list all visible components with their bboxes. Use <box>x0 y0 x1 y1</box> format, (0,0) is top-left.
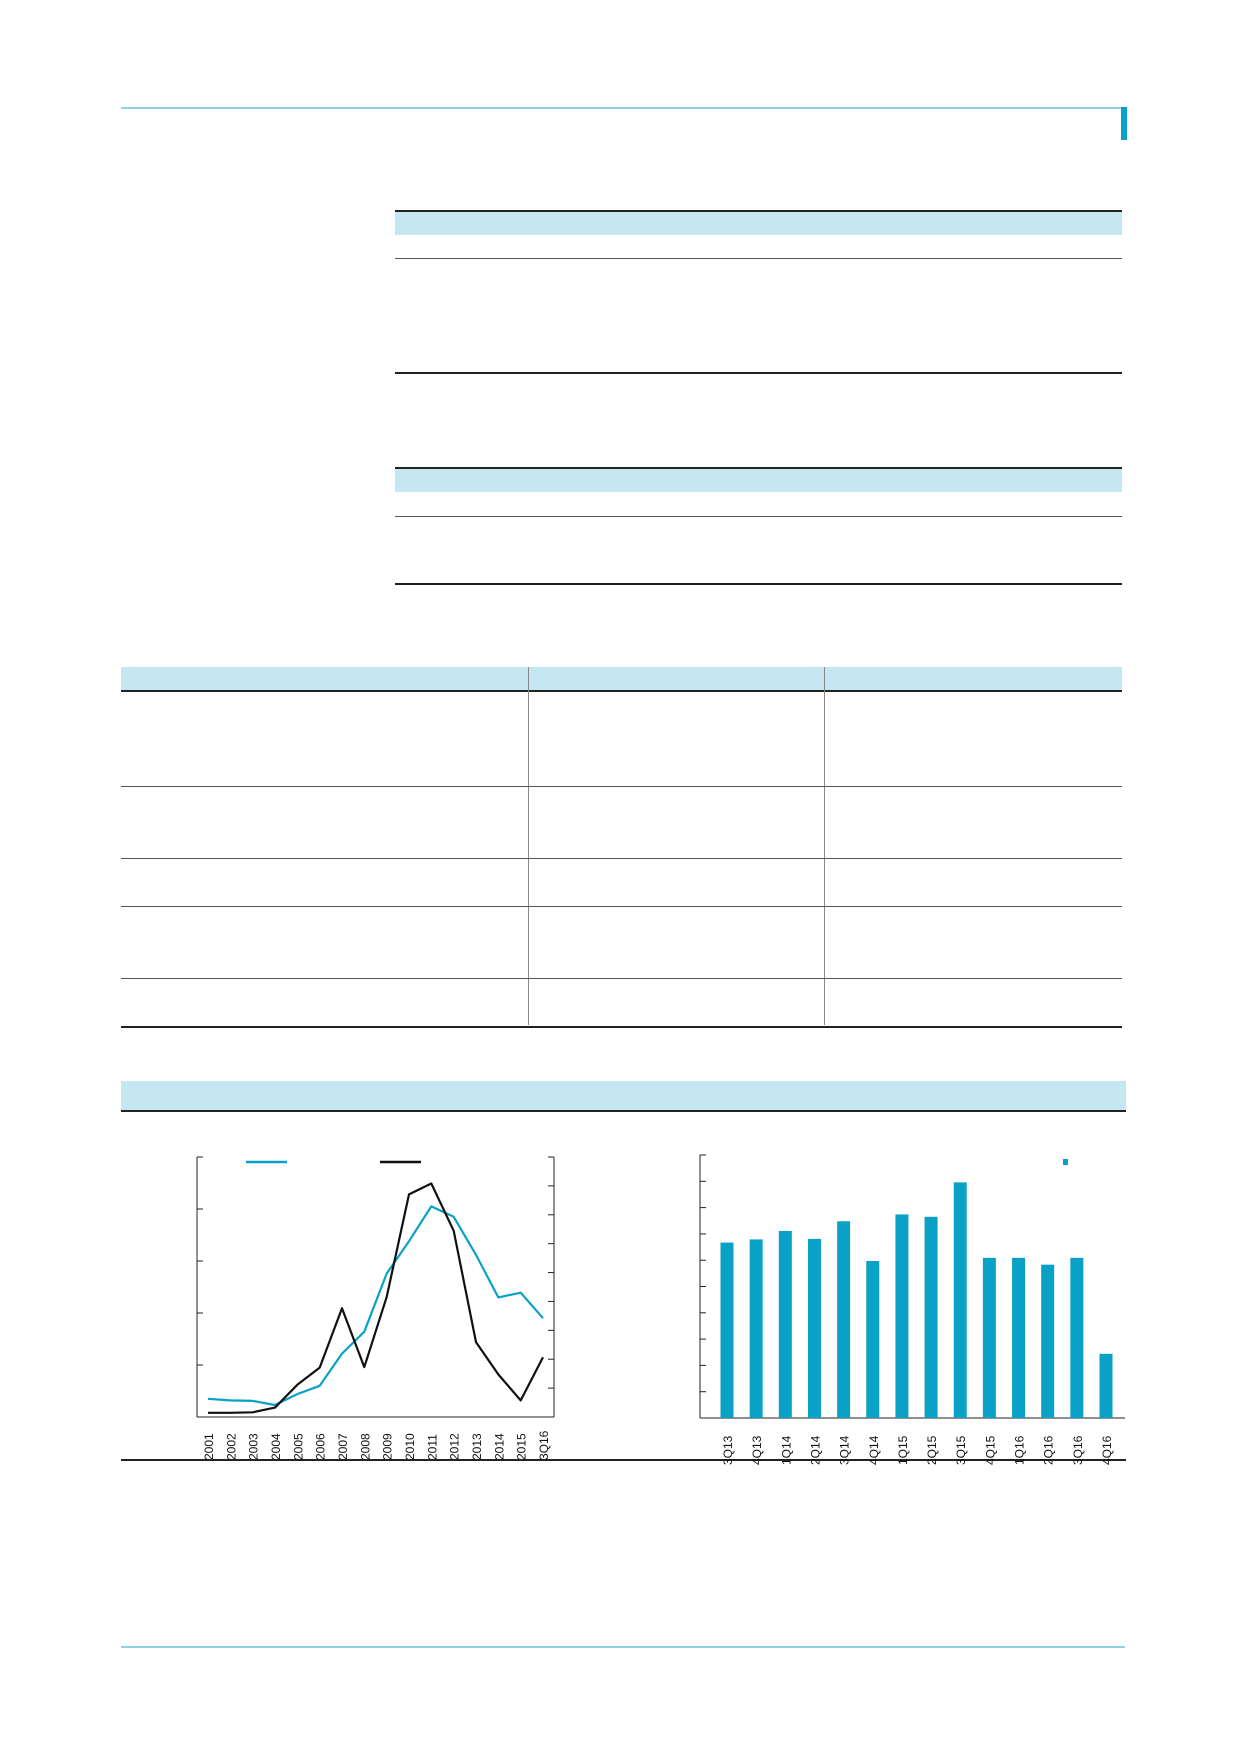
bar-2Q15 <box>924 1216 938 1418</box>
table-1-top-rule <box>395 210 1122 212</box>
bar-3Q13 <box>720 1242 734 1418</box>
header-rule <box>121 107 1126 109</box>
table-2-header-band <box>395 469 1122 492</box>
bar-2Q16 <box>1041 1264 1055 1418</box>
x-tick-label: 2015 <box>515 1433 529 1460</box>
chart-section-bottom-rule <box>121 1459 1126 1461</box>
table-2-row-divider <box>395 516 1122 517</box>
x-tick-label: 2011 <box>425 1434 439 1460</box>
x-tick-label: 4Q14 <box>867 1435 881 1465</box>
table-2-top-rule <box>395 467 1122 469</box>
x-tick-label: 1Q15 <box>896 1435 910 1465</box>
x-tick-label: 2007 <box>336 1433 350 1460</box>
x-tick-label: 2005 <box>291 1433 305 1460</box>
x-tick-label: 3Q14 <box>838 1435 852 1465</box>
bar-3Q14 <box>837 1221 851 1418</box>
table-3-col-divider-1 <box>528 667 529 1025</box>
x-tick-label: 1Q14 <box>779 1435 793 1465</box>
x-tick-label: 2006 <box>314 1433 328 1460</box>
table-3-col-divider-2 <box>824 667 825 1025</box>
table-3-row-divider <box>121 906 1122 907</box>
x-tick-label: 2012 <box>448 1433 462 1460</box>
series-line-2 <box>208 1182 544 1414</box>
bar-3Q16 <box>1070 1257 1084 1418</box>
x-tick-label: 2008 <box>358 1433 372 1460</box>
x-tick-label: 2004 <box>269 1433 283 1460</box>
x-tick-label: 4Q15 <box>983 1435 997 1465</box>
bar-4Q15 <box>982 1257 996 1418</box>
x-tick-label: 2009 <box>381 1433 395 1460</box>
bar-4Q16 <box>1099 1353 1113 1418</box>
footer-rule <box>121 1646 1125 1648</box>
bar-1Q16 <box>1012 1257 1026 1418</box>
table-3-row-divider <box>121 786 1122 787</box>
chart-section-header-band <box>121 1081 1126 1110</box>
bar-3Q15 <box>953 1182 967 1418</box>
header-tab-marker <box>1121 107 1127 140</box>
bar-1Q14 <box>778 1231 792 1418</box>
bar-1Q15 <box>895 1214 909 1418</box>
x-tick-label: 2014 <box>492 1433 506 1460</box>
table-3-row-divider <box>121 978 1122 979</box>
x-tick-label: 2002 <box>224 1433 238 1460</box>
legend-swatch <box>1063 1159 1068 1165</box>
chart-section-top-rule <box>121 1110 1126 1112</box>
bar-2Q14 <box>807 1238 821 1418</box>
x-tick-label: 2010 <box>403 1433 417 1460</box>
x-tick-label: 2013 <box>470 1433 484 1460</box>
table-3-header-band <box>121 667 1122 690</box>
series-line-1 <box>207 1205 544 1407</box>
table-1-header-band <box>395 212 1122 235</box>
table-3-bottom-rule <box>121 1026 1122 1028</box>
x-tick-label: 2001 <box>202 1433 216 1460</box>
x-tick-label: 3Q16 <box>1071 1435 1085 1465</box>
table-1-bottom-rule <box>395 372 1122 374</box>
x-tick-label: 3Q15 <box>954 1435 968 1465</box>
table-3-header-rule <box>121 690 1122 692</box>
table-3-row-divider <box>121 858 1122 859</box>
x-tick-label: 2Q16 <box>1042 1435 1056 1465</box>
x-tick-label: 2Q15 <box>925 1435 939 1465</box>
x-tick-label: 2Q14 <box>808 1435 822 1465</box>
x-tick-label: 2003 <box>247 1433 261 1460</box>
table-2-bottom-rule <box>395 583 1122 585</box>
x-tick-label: 4Q13 <box>750 1435 764 1465</box>
x-tick-label: 3Q16 <box>537 1430 551 1460</box>
bar-4Q13 <box>749 1239 763 1418</box>
table-1-row-divider <box>395 258 1122 259</box>
x-tick-label: 1Q16 <box>1013 1435 1027 1465</box>
bar-4Q14 <box>866 1260 880 1418</box>
x-tick-label: 3Q13 <box>721 1435 735 1465</box>
x-tick-label: 4Q16 <box>1100 1435 1114 1465</box>
